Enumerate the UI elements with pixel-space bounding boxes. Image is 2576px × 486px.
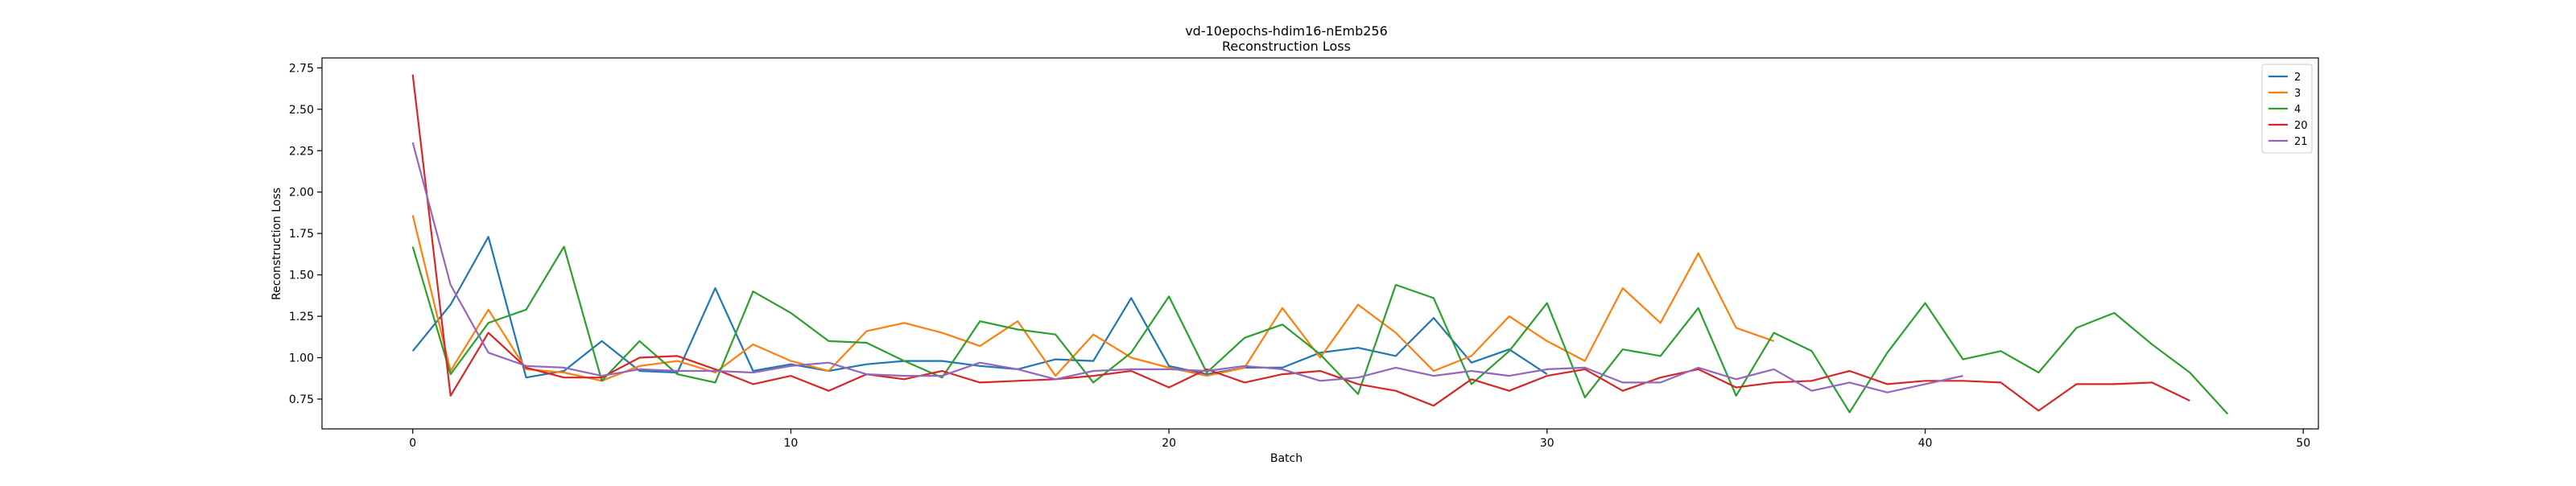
y-tick-label: 0.75 (289, 393, 314, 406)
y-axis-label: Reconstruction Loss (270, 187, 283, 300)
series-line-2 (411, 236, 1548, 379)
series-line-3 (411, 215, 1774, 382)
y-tick-label: 2.25 (289, 145, 314, 158)
y-tick-label: 1.00 (289, 352, 314, 365)
y-tick-label: 1.75 (289, 228, 314, 241)
x-tick-label: 0 (409, 437, 416, 450)
x-tick-label: 50 (2296, 437, 2310, 450)
x-tick-label: 30 (1540, 437, 1554, 450)
legend-label-21: 21 (2294, 136, 2308, 148)
x-tick-label: 40 (1918, 437, 1933, 450)
legend-label-3: 3 (2294, 88, 2301, 100)
y-tick-label: 2.75 (289, 62, 314, 75)
x-axis-label: Batch (1270, 452, 1302, 465)
series-line-20 (411, 74, 2190, 412)
series-line-4 (411, 245, 2229, 415)
legend-label-4: 4 (2294, 104, 2301, 116)
legend-label-20: 20 (2294, 120, 2308, 132)
series-line-21 (411, 142, 1963, 393)
legend-label-2: 2 (2294, 72, 2301, 84)
y-tick-label: 2.50 (289, 104, 314, 117)
y-tick-label: 1.50 (289, 270, 314, 282)
x-tick-label: 10 (784, 437, 799, 450)
y-tick-label: 2.00 (289, 187, 314, 200)
y-tick-label: 1.25 (289, 311, 314, 323)
x-tick-label: 20 (1162, 437, 1176, 450)
plot-area: 0 10 20 30 40 50 0.75 1.00 1.25 1.50 1.75 2.00 2.25 2… (289, 57, 2319, 450)
legend: 2 3 4 20 21 (2261, 64, 2313, 154)
chart-subtitle: Reconstruction Loss (1222, 39, 1351, 54)
axes-frame (321, 57, 2319, 430)
chart-title: vd-10epochs-hdim16-nEmb256 (1185, 23, 1388, 39)
